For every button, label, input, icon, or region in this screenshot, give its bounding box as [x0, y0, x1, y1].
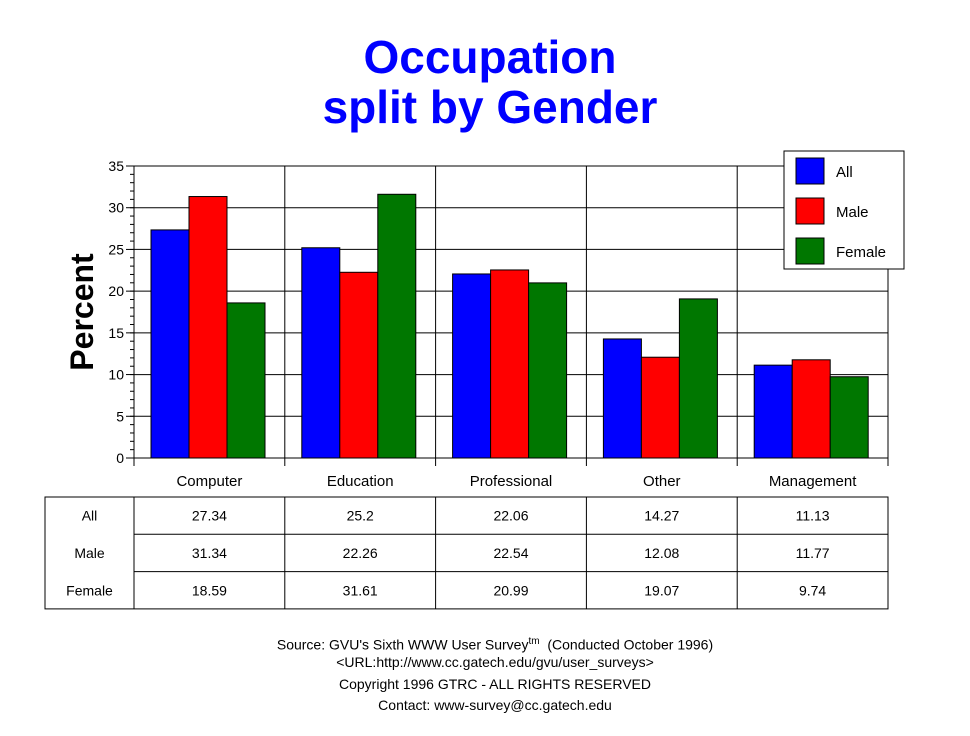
- source-date: (Conducted October 1996): [539, 636, 714, 653]
- table-cell: 12.08: [644, 545, 679, 561]
- table-cell: 20.99: [493, 582, 528, 598]
- bar-female-computer: [226, 302, 266, 459]
- bar-female-other: [678, 298, 718, 459]
- contact: Contact: www-survey@cc.gatech.edu: [378, 697, 612, 713]
- table-cell: 14.27: [644, 508, 679, 524]
- copyright: Copyright 1996 GTRC - ALL RIGHTS RESERVE…: [339, 676, 651, 692]
- y-tick-label: 15: [108, 325, 124, 341]
- table-cell: 9.74: [799, 582, 826, 598]
- legend-swatch: [795, 197, 825, 225]
- bar-female-education: [377, 193, 417, 459]
- table-cell: 22.06: [493, 508, 528, 524]
- table-row-label: Female: [66, 582, 113, 598]
- table-cell: 22.26: [343, 545, 378, 561]
- table-cell: 19.07: [644, 582, 679, 598]
- x-tick-label: Management: [769, 473, 857, 490]
- source-line: Source: GVU's Sixth WWW User Surveytm (C…: [0, 636, 970, 653]
- x-tick-label: Computer: [176, 473, 242, 490]
- legend-label: Female: [836, 244, 886, 261]
- table-cell: 27.34: [192, 508, 227, 524]
- trademark: tm: [528, 636, 540, 647]
- table-cell: 18.59: [192, 582, 227, 598]
- y-tick-label: 20: [108, 283, 124, 299]
- bar-all-management: [753, 364, 793, 459]
- legend-label: All: [836, 164, 853, 181]
- bar-female-professional: [528, 282, 568, 459]
- data-table: [44, 496, 889, 610]
- y-tick-label: 25: [108, 241, 124, 257]
- table-cell: 31.34: [192, 545, 227, 561]
- x-tick-label: Other: [643, 473, 681, 490]
- bar-male-management: [791, 359, 831, 459]
- bar-male-professional: [490, 269, 530, 459]
- legend-swatch: [795, 237, 825, 265]
- bar-male-other: [640, 356, 680, 459]
- legend-label: Male: [836, 204, 869, 221]
- bar-all-computer: [150, 229, 190, 459]
- source-url: <URL:http://www.cc.gatech.edu/gvu/user_s…: [336, 654, 654, 670]
- bar-all-other: [602, 338, 642, 459]
- table-cell: 11.77: [796, 545, 830, 561]
- chart-subtitle: split by Gender: [322, 81, 658, 133]
- y-tick-label: 0: [116, 450, 124, 466]
- y-tick-label: 35: [108, 158, 124, 174]
- bar-female-management: [829, 376, 869, 459]
- table-cell: 25.2: [347, 508, 374, 524]
- bar-all-professional: [452, 273, 492, 459]
- table-cell: 31.61: [343, 582, 378, 598]
- legend-swatch: [795, 157, 825, 185]
- x-tick-label: Education: [327, 473, 394, 490]
- bar-all-education: [301, 247, 341, 459]
- source-text: Source: GVU's Sixth WWW User Survey: [276, 636, 529, 653]
- bar-male-computer: [188, 196, 228, 459]
- table-row-label: All: [82, 508, 98, 524]
- y-tick-label: 10: [108, 367, 124, 383]
- y-tick-label: 5: [116, 408, 124, 424]
- x-tick-label: Professional: [470, 473, 553, 490]
- bar-male-education: [339, 271, 379, 459]
- table-cell: 22.54: [493, 545, 528, 561]
- table-cell: 11.13: [796, 508, 830, 524]
- chart-title: Occupation: [363, 31, 617, 83]
- y-tick-label: 30: [108, 200, 124, 216]
- table-row-label: Male: [74, 545, 105, 561]
- y-axis-label: Percent: [64, 253, 100, 371]
